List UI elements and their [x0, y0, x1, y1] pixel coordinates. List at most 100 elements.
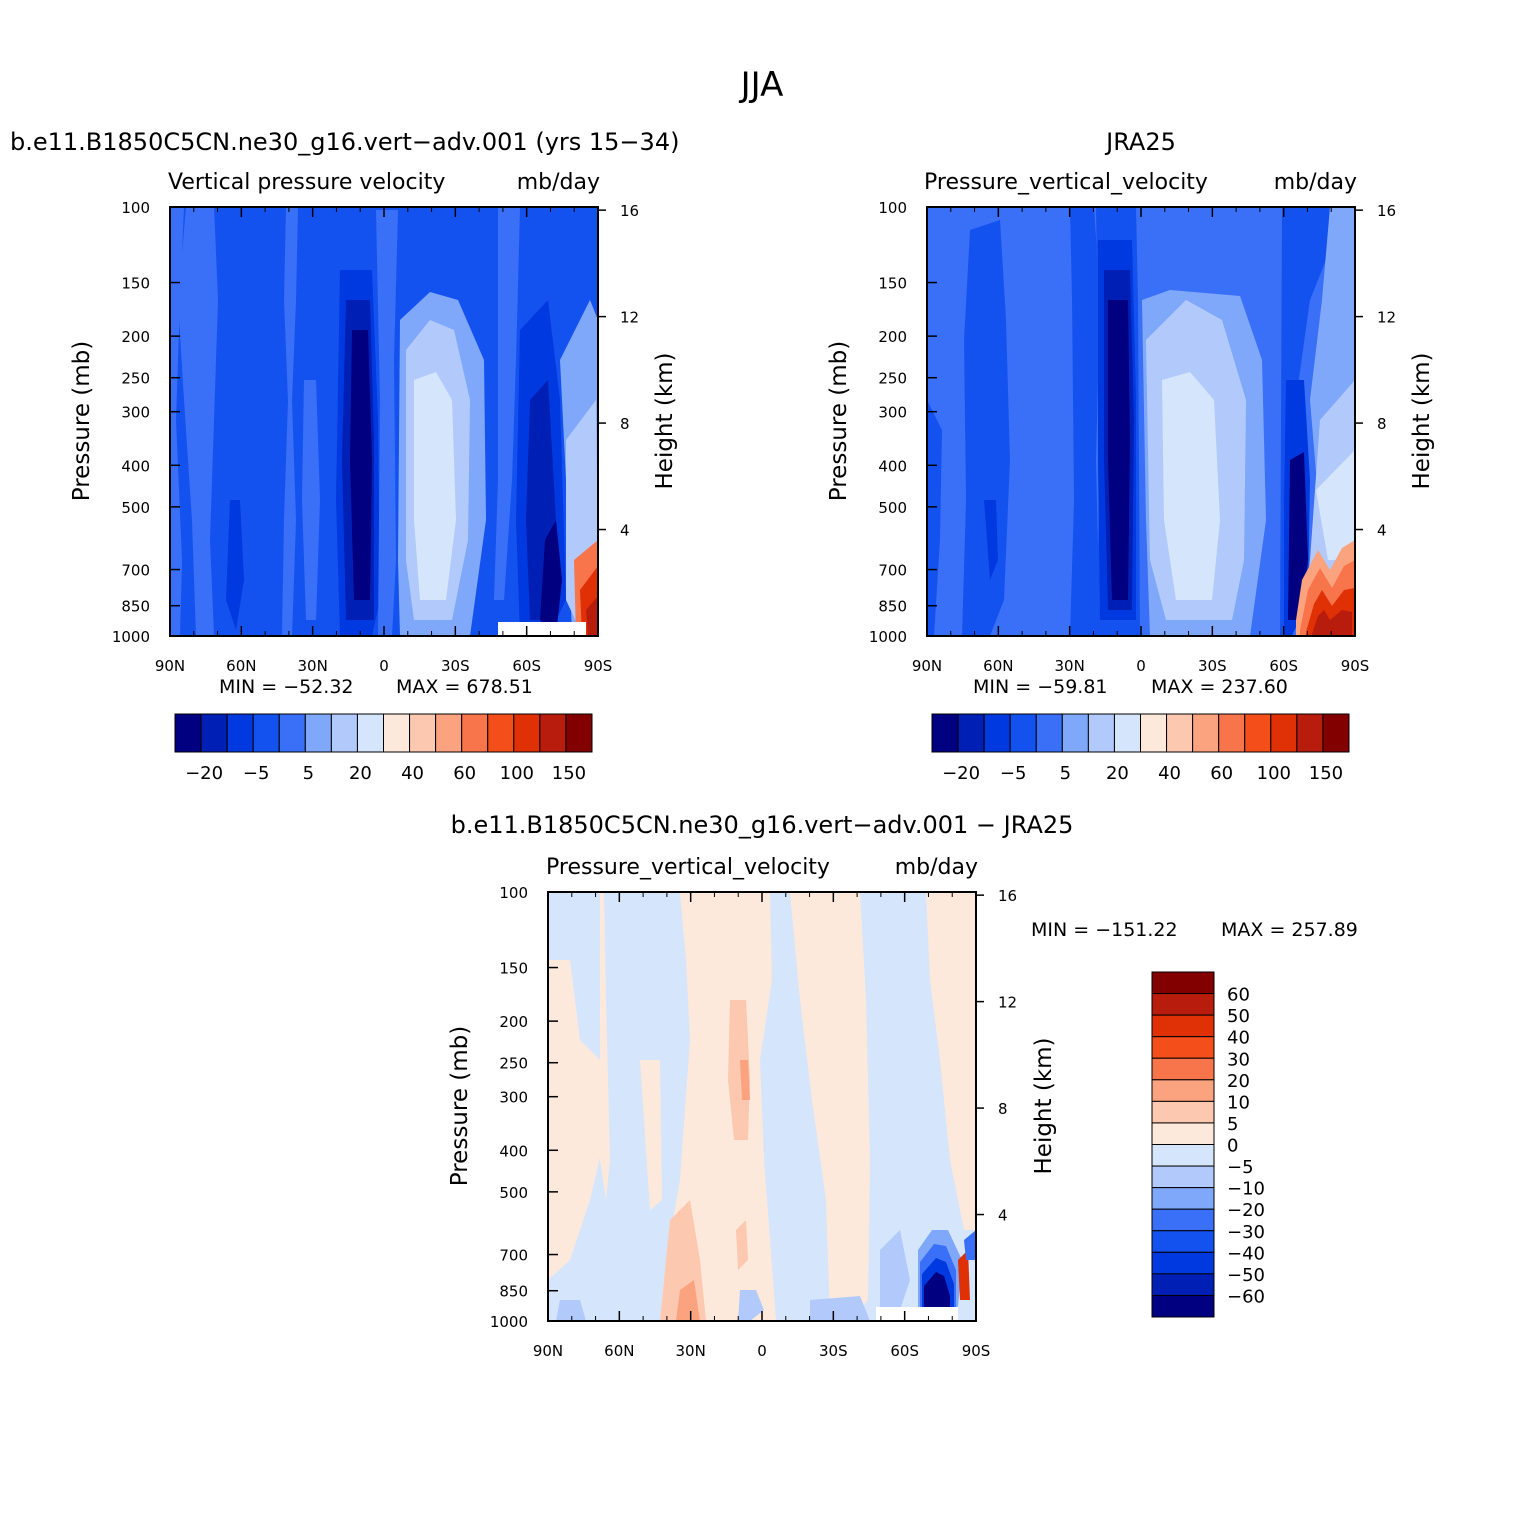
x-tick-label: 60N: [983, 657, 1013, 675]
y-tick-label: 400: [121, 457, 150, 475]
colorbar-label: −20: [1227, 1200, 1265, 1221]
colorbar-box: [1113, 713, 1141, 753]
colorbar-box: [1218, 713, 1246, 753]
colorbar-box: [174, 713, 202, 753]
colorbar-label: 5: [1227, 1114, 1238, 1135]
x-tick-label: 60S: [512, 657, 541, 675]
panel-model-x-ticks: 90N 60N 30N 0 30S 60S 90S: [155, 207, 612, 675]
x-tick-label: 90S: [962, 1342, 991, 1360]
y-tick-label: 200: [121, 328, 150, 346]
figure-title: JJA: [739, 65, 784, 105]
colorbar-label: 40: [401, 763, 424, 784]
panel-model-case-label: b.e11.B1850C5CN.ne30_g16.vert−adv.001 (y…: [10, 128, 679, 156]
colorbar-label: 60: [1210, 763, 1233, 784]
x-tick-label: 30S: [819, 1342, 848, 1360]
x-tick-label: 30N: [1055, 657, 1085, 675]
colorbar-box: [435, 713, 463, 753]
y-tick-label: 850: [878, 598, 907, 616]
y-tick-label: 250: [878, 370, 907, 388]
panel-model-y-ticks: 100 150 200 250 300 400 500 700 850 1000 16 12 8 4: [112, 199, 639, 646]
colorbar-box: [983, 713, 1011, 753]
colorbar-label: −60: [1227, 1286, 1265, 1307]
colorbar-label: −30: [1227, 1222, 1265, 1243]
x-tick-label: 60N: [226, 657, 256, 675]
colorbar-box: [461, 713, 489, 753]
colorbar-label: −20: [185, 763, 223, 784]
colorbar-label: −5: [1227, 1157, 1254, 1178]
colorbar-box: [409, 713, 437, 753]
y-tick-label: 150: [121, 275, 150, 293]
y-tick-label: 100: [499, 884, 528, 902]
colorbar-box: [226, 713, 254, 753]
colorbar-box: [278, 713, 306, 753]
y-tick-label: 700: [499, 1247, 528, 1265]
panel-obs-units: mb/day: [1274, 170, 1357, 195]
panel-obs-y2-title: Height (km): [1409, 352, 1435, 489]
y-tick-label: 1000: [112, 628, 150, 646]
colorbar-label: −10: [1227, 1179, 1265, 1200]
colorbar-box: [1151, 1036, 1215, 1059]
y2-tick-label: 4: [1377, 522, 1387, 540]
colorbar-box: [1140, 713, 1168, 753]
colorbar-label: 5: [1060, 763, 1071, 784]
colorbar-box: [1151, 1122, 1215, 1145]
x-tick-label: 60S: [1269, 657, 1298, 675]
colorbar-box: [304, 713, 332, 753]
y-tick-label: 250: [121, 370, 150, 388]
x-tick-label: 90N: [533, 1342, 563, 1360]
colorbar-box: [1151, 1273, 1215, 1296]
x-tick-label: 60S: [890, 1342, 919, 1360]
colorbar-label: −40: [1227, 1243, 1265, 1264]
y-tick-label: 400: [878, 457, 907, 475]
colorbar-box: [513, 713, 541, 753]
colorbar-label: 150: [552, 763, 586, 784]
y2-tick-label: 16: [620, 202, 639, 220]
panel-obs-field: [927, 207, 1355, 636]
colorbar-box: [200, 713, 228, 753]
colorbar-label: 50: [1227, 1006, 1250, 1027]
colorbar-box: [1151, 1100, 1215, 1124]
y-tick-label: 1000: [490, 1313, 528, 1331]
colorbar-box: [565, 713, 593, 753]
x-tick-label: 30S: [441, 657, 470, 675]
panel-model-min-stat: MIN = −52.32: [219, 676, 354, 698]
panel-diff-y-title: Pressure (mb): [447, 1026, 473, 1186]
y-tick-label: 150: [878, 275, 907, 293]
panel-diff-min-stat: MIN = −151.22: [1031, 919, 1178, 941]
colorbar-box: [539, 713, 567, 753]
colorbar-label: 60: [1227, 985, 1250, 1006]
panel-diff-field: [548, 892, 976, 1321]
colorbar-label: 5: [303, 763, 314, 784]
y-tick-label: 500: [121, 499, 150, 517]
panel-diff-y-ticks: 100 150 200 250 300 400 500 700 850 1000 16 12 8 4: [490, 884, 1017, 1331]
colorbar-box: [383, 713, 411, 753]
colorbar-box: [1009, 713, 1037, 753]
colorbar-box: [1151, 993, 1215, 1016]
colorbar-box: [1151, 1144, 1215, 1167]
colorbar-label: 100: [500, 763, 534, 784]
y2-tick-label: 4: [620, 522, 630, 540]
colorbar-box: [1151, 1165, 1215, 1189]
panel-obs-title: Pressure_vertical_velocity: [924, 170, 1208, 195]
colorbar-label: 60: [453, 763, 476, 784]
colorbar-box: [1322, 713, 1350, 753]
colorbar-box: [1151, 1251, 1215, 1275]
panel-diff-max-stat: MAX = 257.89: [1221, 919, 1358, 941]
x-tick-label: 30N: [676, 1342, 706, 1360]
colorbar-label: −50: [1227, 1265, 1265, 1286]
x-tick-label: 90S: [1341, 657, 1370, 675]
y-tick-label: 500: [878, 499, 907, 517]
y-tick-label: 850: [121, 598, 150, 616]
panel-obs: JRA25 Pressure_vertical_velocity mb/day: [826, 128, 1435, 784]
colorbar-label: 20: [1106, 763, 1129, 784]
colorbar-label: 20: [1227, 1071, 1250, 1092]
colorbar-label: 10: [1227, 1092, 1250, 1113]
colorbar-box: [1151, 971, 1215, 995]
y-tick-label: 850: [499, 1283, 528, 1301]
x-tick-label: 90S: [584, 657, 613, 675]
colorbar-box: [1087, 713, 1115, 753]
y2-tick-label: 8: [620, 415, 630, 433]
y-tick-label: 300: [878, 404, 907, 422]
